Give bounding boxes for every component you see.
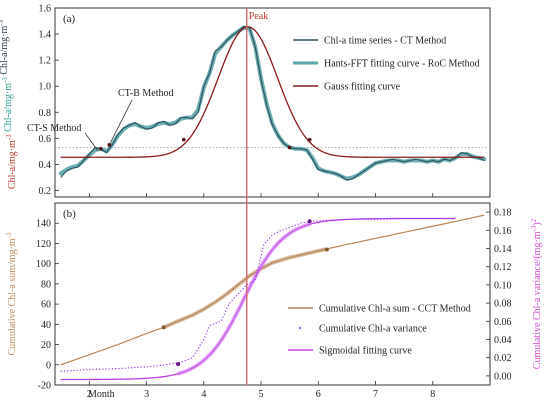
y-tick-label: 1.2 <box>39 56 52 67</box>
y-right-tick-label: 0.12 <box>494 262 512 273</box>
axis-label-part: Chl-a/mg·m <box>0 26 10 78</box>
y-tick-label: 1.6 <box>39 4 52 15</box>
y-right-tick-label: 0.02 <box>494 353 512 364</box>
series-gauss <box>60 26 485 158</box>
y-right-tick-label: 0.16 <box>494 226 512 237</box>
axis-label-superscript: -3 <box>5 232 13 238</box>
axis-label-superscript: 2 <box>530 218 538 222</box>
y-tick-label: 1.0 <box>39 82 52 93</box>
y-right-tick-label: 0.04 <box>494 335 512 346</box>
marker-a <box>107 143 112 147</box>
y-tick-label: 1.4 <box>39 30 52 41</box>
y-left-tick-label: 100 <box>36 259 51 270</box>
annotation-ct-b: CT-B Method <box>118 88 173 99</box>
panel-a-frame <box>54 7 491 198</box>
legend-swatch-b <box>299 327 301 329</box>
y-left-tick-label: 60 <box>41 300 51 311</box>
panel-label-a: (a) <box>63 13 76 25</box>
y-left-tick-label: 20 <box>41 340 51 351</box>
y-left-tick-label: 80 <box>41 279 51 290</box>
axis-label-part: Chl-a/mg·m <box>7 140 18 189</box>
legend-label-b: Sigmoidal fitting curve <box>319 346 412 357</box>
y-tick-label: 0.6 <box>39 134 52 145</box>
axis-label-superscript: -3 <box>5 134 13 140</box>
y-right-tick-label: 0.14 <box>494 244 512 255</box>
y-left-tick-label: 40 <box>41 320 51 331</box>
legend-label-a: Hants-FFT fitting curve - RoC Method <box>324 59 480 70</box>
legend-label-b: Cumulative Chl-a sum - CCT Method <box>319 304 471 315</box>
y-tick-label: 0.2 <box>39 186 52 197</box>
axis-label-part: Cumulative Chl-a variance/(mg·m <box>532 231 543 369</box>
x-tick-label: 6 <box>316 389 321 400</box>
series-cumulative-sum-highlight <box>161 247 327 330</box>
axis-label-part: Cumulative Chl-a sum/mg·m <box>7 238 18 355</box>
legend-label-a: Chl-a time series - CT Method <box>324 36 446 47</box>
marker-b <box>324 247 329 252</box>
x-tick-label: 5 <box>259 389 264 400</box>
panel-b: -20 0 20 40 60 80 100 120 140 0.00 0.02 0.04 0.06 0.0… <box>5 202 543 400</box>
y-right-tick-label: 0.06 <box>494 317 512 328</box>
x-tick-label: 4 <box>201 389 206 400</box>
x-tick-label: 3 <box>144 389 149 400</box>
legend-label-a: Gauss fitting curve <box>324 82 401 93</box>
y-right-axis-label: Cumulative Chl-a variance/(mg·m-3)2 <box>530 218 543 369</box>
panel-label-b: (b) <box>63 208 76 220</box>
y-axis-label-a: Chl-a/mg·m-3 Chl-a/mg·m-3 Chl-a/mg·m-3 <box>0 19 18 189</box>
series-cumulative-variance <box>60 217 456 372</box>
y-left-tick-label: -20 <box>38 381 51 392</box>
marker-a <box>98 146 103 151</box>
y-left-axis-label: Cumulative Chl-a sum/mg·m-3 <box>5 232 18 356</box>
y-left-tick-label: 140 <box>36 219 51 230</box>
legend-label-b: Cumulative Chl-a variance <box>319 324 427 335</box>
marker-b <box>176 362 181 367</box>
y-left-tick-label: 120 <box>36 239 51 250</box>
marker-a <box>307 137 312 142</box>
axis-label-part: Chl-a/mg·m <box>3 83 14 135</box>
axis-label-part: ) <box>532 222 543 225</box>
y-right-tick-label: 0.00 <box>494 371 512 382</box>
axis-label-superscript: -3 <box>1 77 9 83</box>
y-right-tick-label: 0.18 <box>494 208 512 219</box>
y-tick-label: 0.4 <box>39 160 52 171</box>
annotation-ct-s-arrow <box>84 132 99 152</box>
panel-b-frame <box>54 202 491 386</box>
x-axis-label: Month <box>88 389 115 400</box>
marker-a <box>181 137 186 142</box>
y-left-tick-label: 0 <box>46 360 51 371</box>
annotation-ct-s: CT-S Method <box>27 123 81 134</box>
series-sigmoid-highlight <box>176 222 312 376</box>
x-tick-label: 8 <box>430 389 435 400</box>
y-right-tick-label: 0.08 <box>494 299 512 310</box>
annotation-ct-b-arrow <box>110 99 133 144</box>
x-tick-label: 7 <box>373 389 378 400</box>
y-tick-label: 0.8 <box>39 108 52 119</box>
axis-label-superscript: -3 <box>530 225 538 231</box>
marker-a <box>287 145 292 150</box>
series-ct <box>60 25 485 181</box>
x-tick-label: 2 <box>87 389 92 400</box>
peak-label: Peak <box>249 11 268 22</box>
marker-b <box>307 219 312 224</box>
y-right-tick-label: 0.10 <box>494 280 512 291</box>
marker-b <box>161 325 166 330</box>
axis-label-superscript: -3 <box>0 19 5 25</box>
